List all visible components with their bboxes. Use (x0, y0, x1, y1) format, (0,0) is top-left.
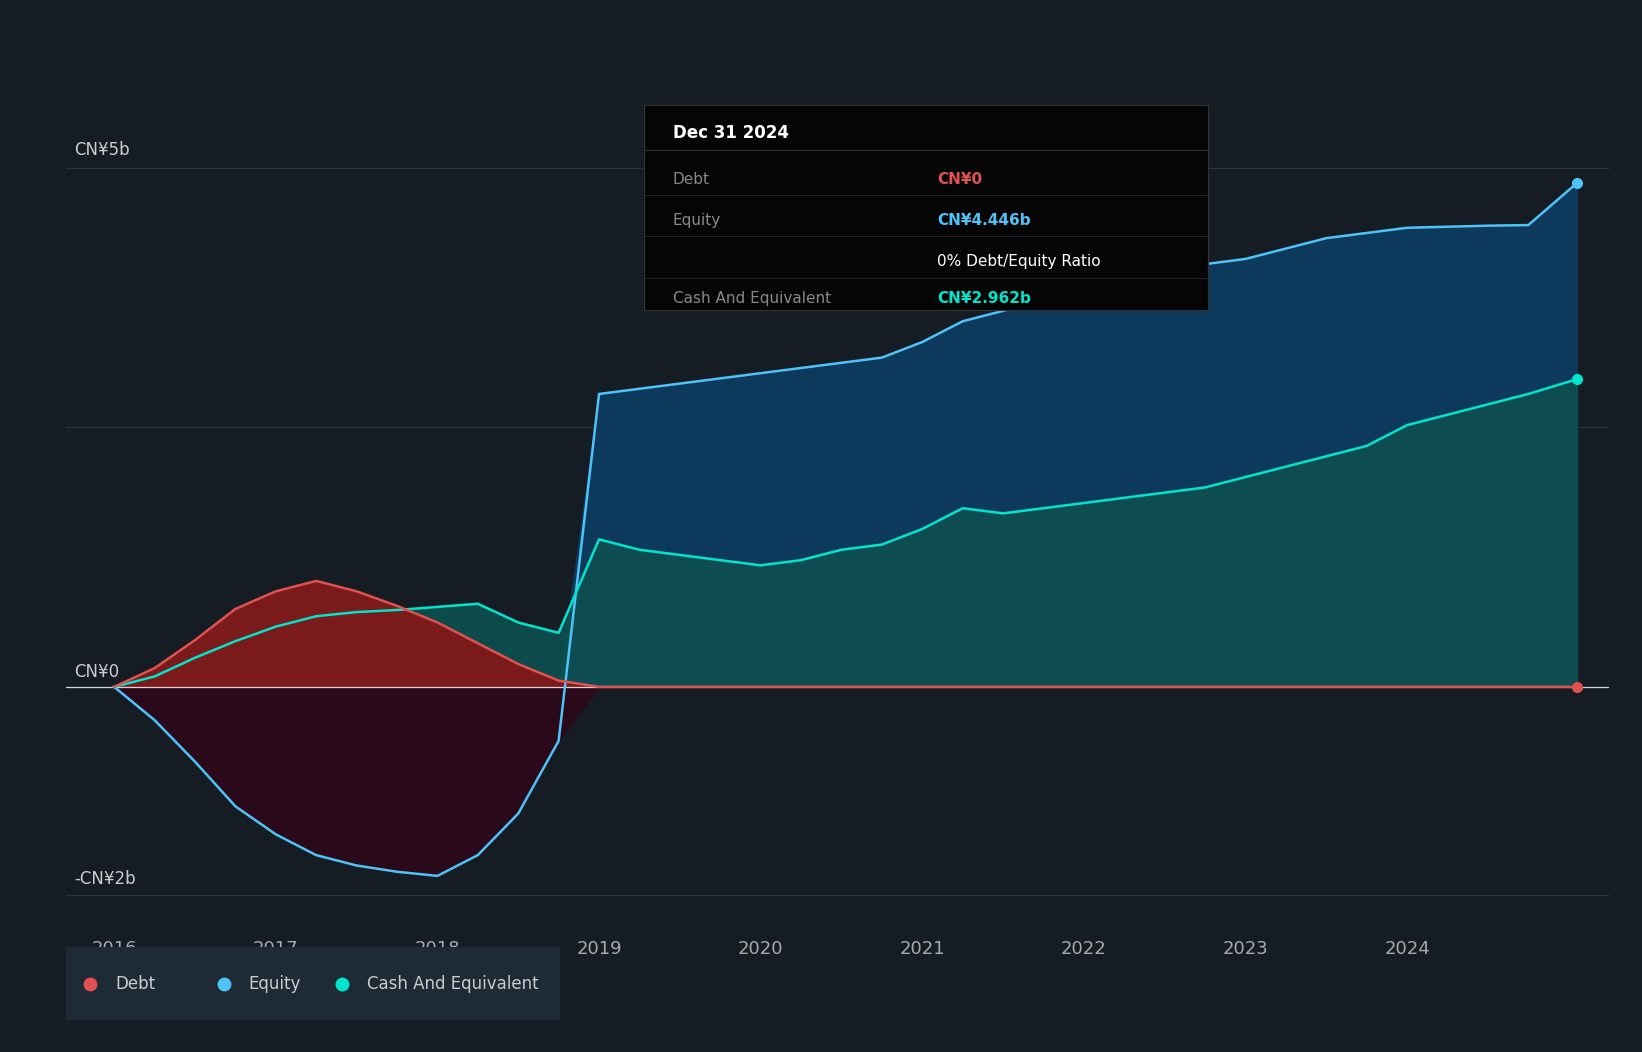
Text: 0% Debt/Equity Ratio: 0% Debt/Equity Ratio (938, 255, 1102, 269)
Text: Dec 31 2024: Dec 31 2024 (673, 124, 788, 142)
Text: -CN¥2b: -CN¥2b (74, 870, 135, 888)
Text: Debt: Debt (115, 974, 156, 993)
Text: CN¥0: CN¥0 (938, 173, 982, 187)
Text: Debt: Debt (673, 173, 709, 187)
Text: CN¥2.962b: CN¥2.962b (938, 291, 1031, 306)
Text: CN¥0: CN¥0 (74, 663, 118, 681)
Text: Cash And Equivalent: Cash And Equivalent (366, 974, 539, 993)
Text: Equity: Equity (248, 974, 300, 993)
Text: Cash And Equivalent: Cash And Equivalent (673, 291, 831, 306)
Text: CN¥4.446b: CN¥4.446b (938, 214, 1031, 228)
Text: Equity: Equity (673, 214, 721, 228)
Text: CN¥5b: CN¥5b (74, 141, 130, 159)
